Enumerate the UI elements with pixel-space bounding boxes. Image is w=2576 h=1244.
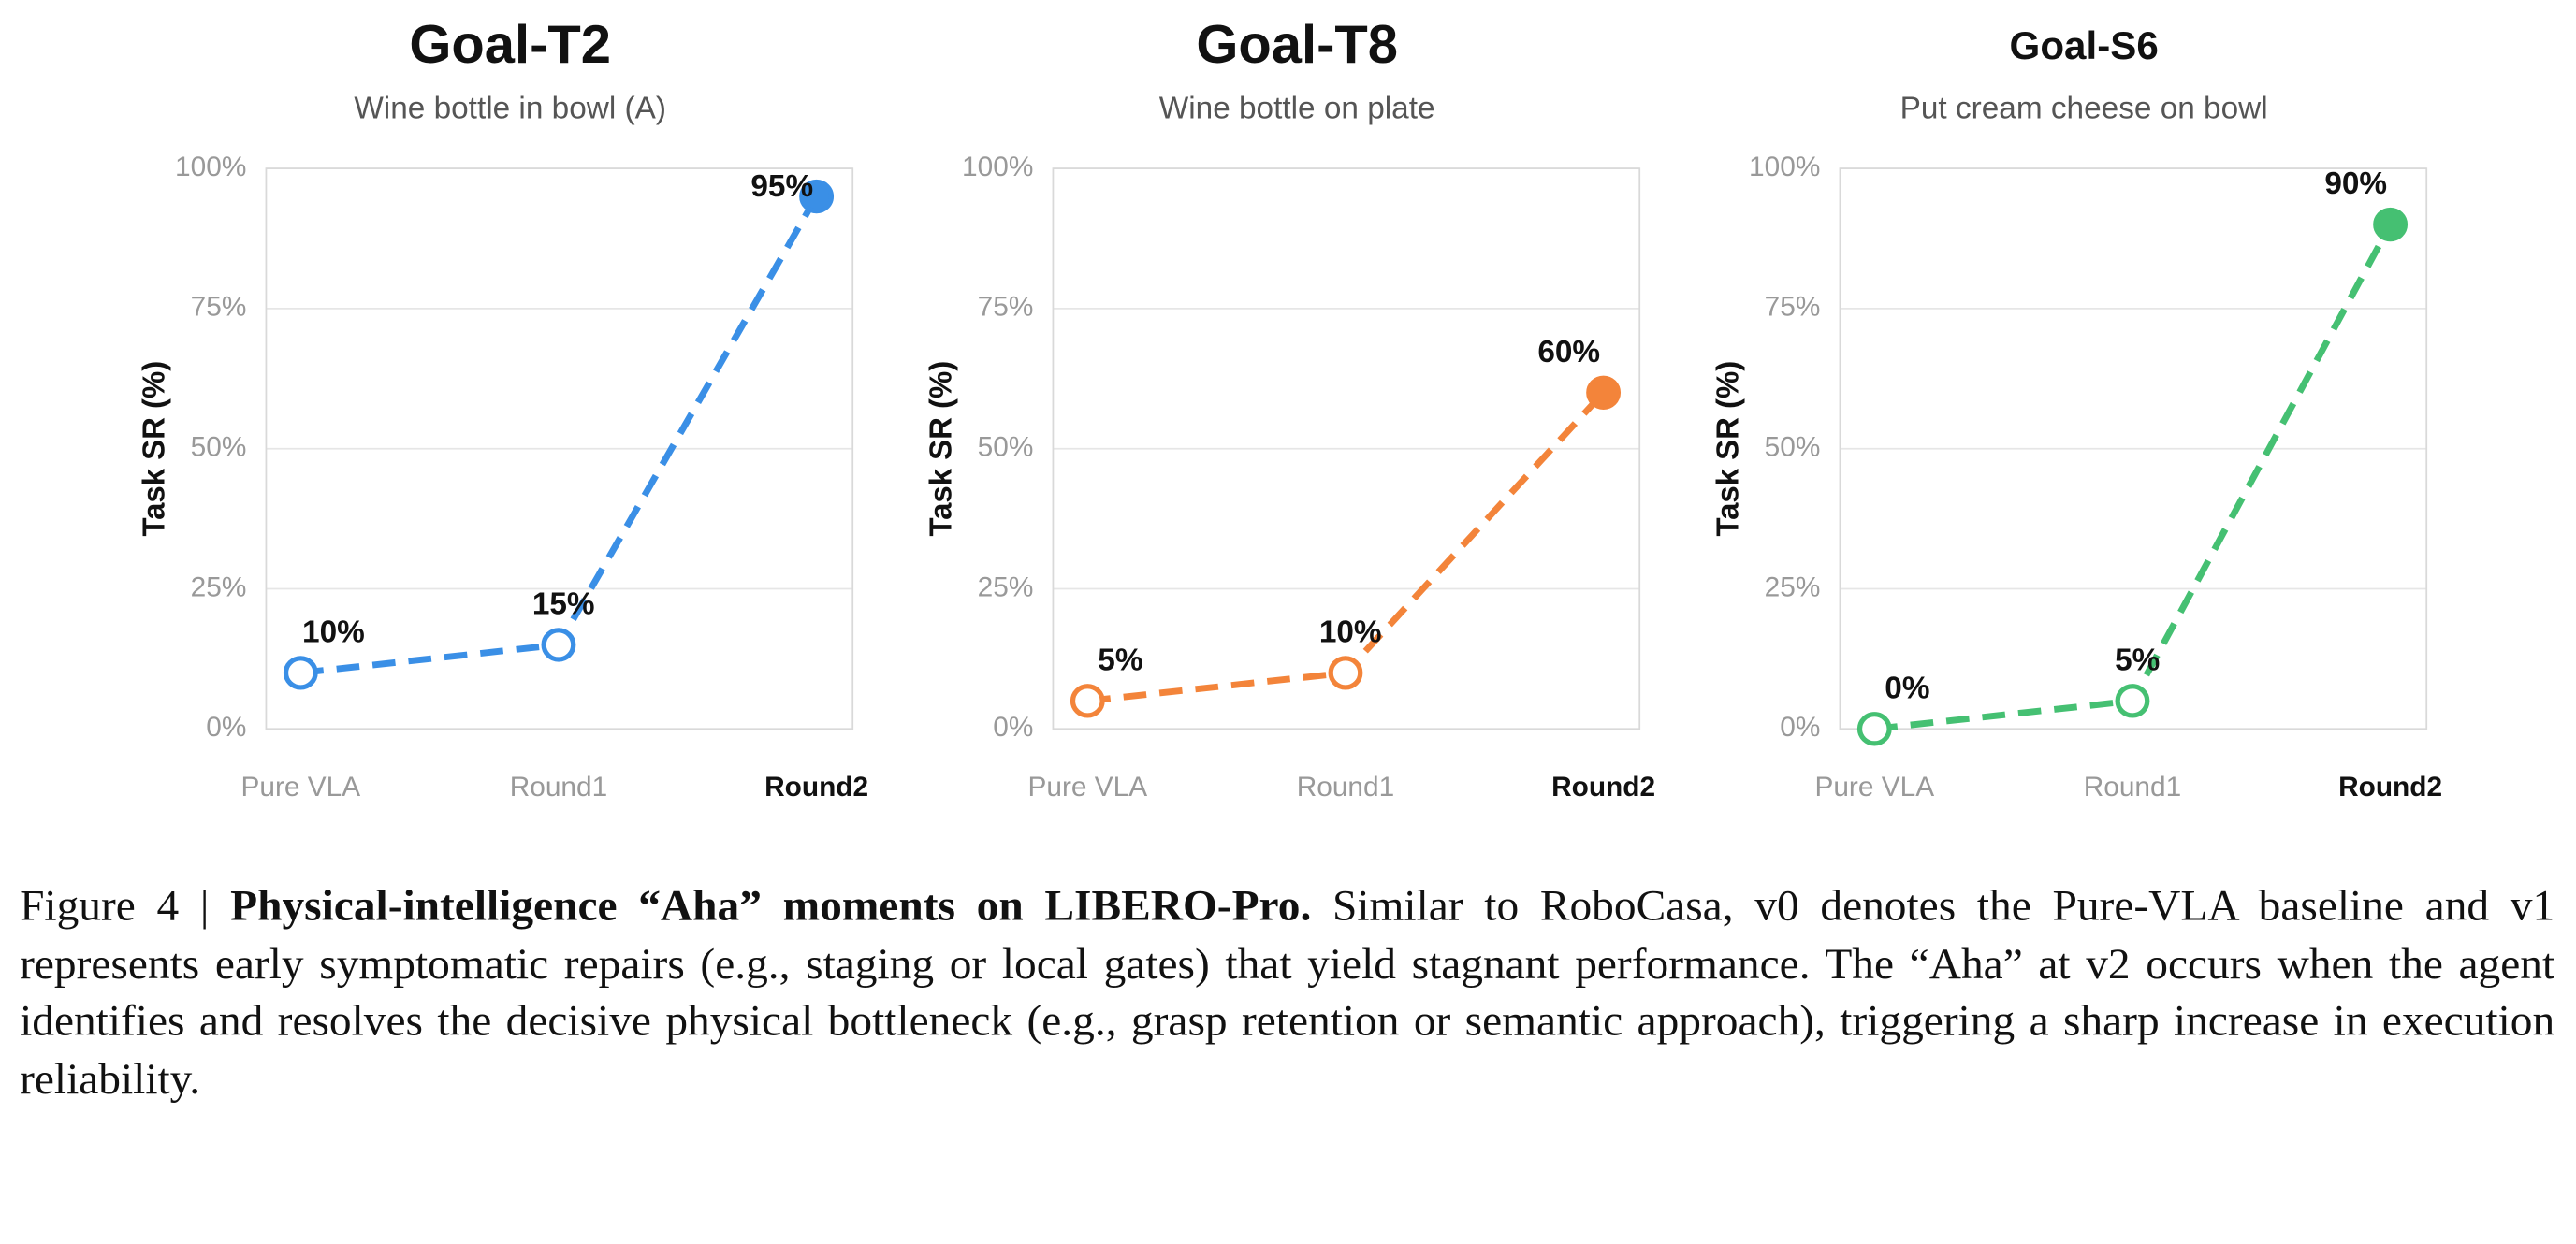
- y-tick-label: 25%: [1765, 571, 1821, 602]
- data-label: 10%: [1319, 615, 1382, 650]
- y-tick-label: 50%: [191, 432, 247, 463]
- y-tick-label: 75%: [1765, 292, 1821, 323]
- x-tick-label: Round2: [1551, 772, 1655, 803]
- y-tick-label: 50%: [978, 432, 1034, 463]
- y-axis-label: Task SR (%): [137, 361, 171, 537]
- data-point: [1070, 684, 1105, 718]
- data-point: [799, 179, 835, 214]
- series-line: [1086, 390, 1607, 704]
- y-axis-label: Task SR (%): [924, 361, 958, 537]
- y-tick-label: 0%: [206, 712, 246, 743]
- data-label: 5%: [2115, 644, 2160, 678]
- data-label: 60%: [1537, 335, 1600, 369]
- data-point: [1328, 656, 1363, 690]
- caption-text: Similar to RoboCasa, v0 denotes the Pure…: [20, 881, 2555, 1103]
- data-label: 90%: [2324, 166, 2387, 201]
- charts: Goal-T2 Wine bottle in bowl (A) Task SR (%…: [137, 15, 2442, 803]
- x-tick-label: Round1: [1297, 772, 1394, 803]
- x-tick-label: Round2: [2338, 772, 2442, 803]
- data-point: [1586, 375, 1622, 410]
- plot-frame: [265, 167, 854, 730]
- x-tick-label: Round1: [2084, 772, 2181, 803]
- y-tick-label: 100%: [962, 152, 1033, 182]
- data-label: 5%: [1098, 644, 1142, 678]
- data-point: [2115, 684, 2150, 718]
- plot-frame: [1839, 167, 2428, 730]
- data-point: [2373, 207, 2409, 242]
- plot-frame: [1052, 167, 1641, 730]
- caption: Figure 4 | Physical-intelligence “Aha” m…: [20, 878, 2554, 1108]
- caption-label: Figure 4 |: [20, 881, 210, 931]
- data-point: [1856, 712, 1892, 746]
- data-label: 15%: [532, 587, 595, 622]
- y-tick-label: 75%: [978, 292, 1034, 323]
- x-tick-label: Pure VLA: [1814, 772, 1934, 803]
- y-tick-label: 25%: [191, 571, 247, 602]
- chart-title: Goal-T2: [409, 15, 611, 75]
- chart-subtitle: Put cream cheese on bowl: [1900, 92, 2268, 126]
- x-tick-label: Round1: [510, 772, 607, 803]
- chart-subtitle: Wine bottle in bowl (A): [354, 92, 666, 126]
- chart-title: Goal-S6: [2010, 23, 2159, 67]
- chart-subtitle: Wine bottle on plate: [1159, 92, 1435, 126]
- y-tick-label: 100%: [175, 152, 246, 182]
- data-point: [283, 656, 318, 690]
- data-label: 0%: [1885, 672, 1929, 706]
- data-label: 95%: [750, 169, 813, 204]
- y-tick-label: 0%: [993, 712, 1033, 743]
- y-tick-label: 0%: [1780, 712, 1820, 743]
- y-tick-label: 75%: [191, 292, 247, 323]
- data-label: 10%: [302, 615, 365, 650]
- y-tick-label: 25%: [978, 571, 1034, 602]
- x-tick-label: Pure VLA: [240, 772, 360, 803]
- caption-heading: Physical-intelligence “Aha” moments on L…: [230, 881, 1312, 931]
- x-tick-label: Round2: [764, 772, 868, 803]
- data-point: [541, 628, 576, 662]
- y-tick-label: 100%: [1749, 152, 1820, 182]
- x-tick-label: Pure VLA: [1027, 772, 1147, 803]
- chart-title: Goal-T8: [1196, 15, 1398, 75]
- y-tick-label: 50%: [1765, 432, 1821, 463]
- y-axis-label: Task SR (%): [1710, 361, 1745, 537]
